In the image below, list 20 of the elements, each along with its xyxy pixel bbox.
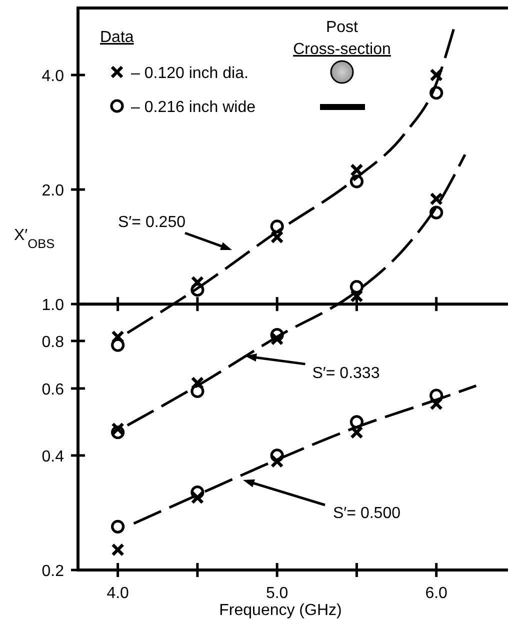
y-axis-title: X′$_{OBS}$	[14, 227, 55, 250]
legend-label: – 0.216 inch wide	[131, 99, 256, 116]
annotation: Cross-section	[293, 41, 391, 58]
y-tick-label: 1.0	[42, 297, 64, 314]
y-tick-label: 0.6	[42, 381, 64, 398]
annotation: S′= 0.250	[118, 214, 186, 231]
y-tick-label: 0.4	[42, 448, 64, 466]
annotation: Post	[326, 19, 359, 36]
x-tick-label: 5.0	[266, 585, 288, 602]
x-tick-label: 6.0	[425, 585, 448, 602]
annotation: S′= 0.500	[333, 505, 401, 522]
legend-label: – 0.120 inch dia.	[131, 65, 248, 82]
annotation: S′= 0.333	[312, 365, 380, 382]
y-tick-label: 2.0	[42, 182, 64, 200]
x-axis-title: Frequency (GHz)	[219, 602, 342, 619]
y-tick-label: 0.2	[42, 563, 64, 580]
y-tick-label: 0.8	[42, 334, 64, 351]
x-tick-label: 4.0	[106, 585, 130, 602]
y-tick-label: 4.0	[42, 68, 64, 85]
legend-title: Data	[100, 29, 134, 46]
